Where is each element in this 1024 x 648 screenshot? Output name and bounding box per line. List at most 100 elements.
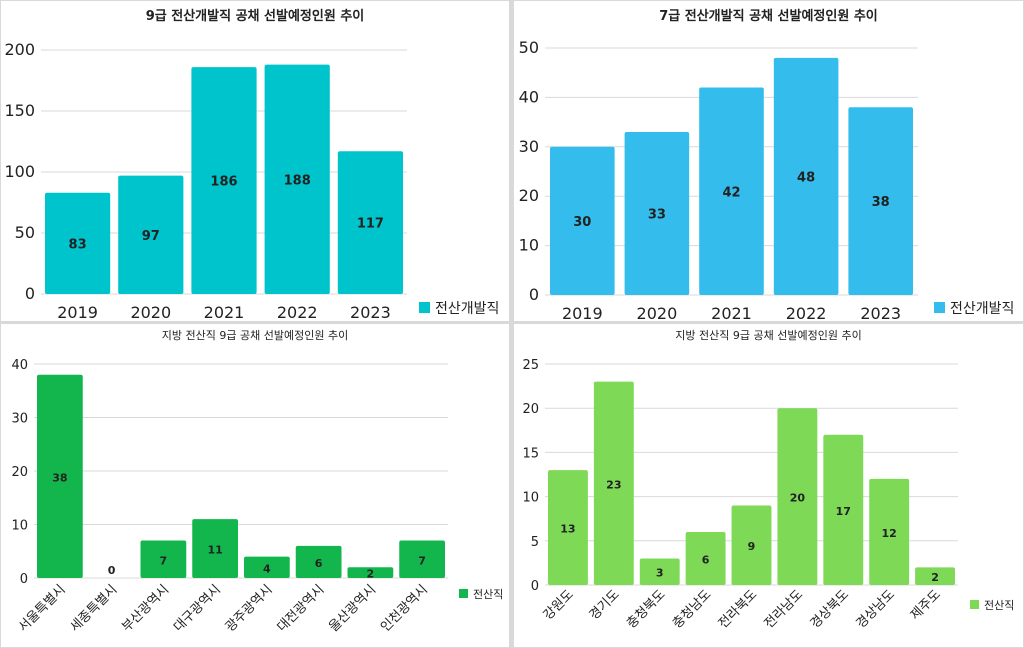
data-label: 0 — [108, 564, 116, 577]
x-category-label: 2020 — [130, 303, 171, 321]
data-label: 38 — [52, 471, 67, 484]
bar — [244, 556, 290, 578]
bar — [731, 505, 772, 585]
y-tick-label: 15 — [522, 446, 539, 461]
x-category-label: 울산광역시 — [326, 582, 379, 635]
x-category-label: 충청남도 — [670, 587, 714, 631]
x-category-label: 2021 — [204, 303, 245, 321]
data-label: 33 — [648, 207, 666, 222]
y-tick-label: 30 — [519, 137, 539, 156]
x-category-label: 2023 — [350, 303, 391, 321]
chart-panel-7급-전산개발직: 7급 전산개발직 공채 선발예정인원 추이 0 10 20 30 40 50 30 2019 33… — [514, 1, 1023, 321]
x-category-label: 충청북도 — [624, 587, 668, 631]
y-tick-label: 0 — [529, 285, 539, 304]
chart-title: 7급 전산개발직 공채 선발예정인원 추이 — [659, 8, 878, 24]
bar — [699, 87, 764, 296]
legend-label: 전산직 — [984, 599, 1014, 612]
y-tick-label: 40 — [519, 87, 539, 106]
data-label: 186 — [210, 175, 237, 190]
y-tick-label: 40 — [11, 358, 28, 373]
y-tick-label: 20 — [11, 465, 28, 480]
data-label: 12 — [882, 527, 897, 540]
legend-label: 전산직 — [473, 588, 503, 601]
legend-swatch — [970, 600, 979, 609]
bar — [550, 146, 615, 295]
data-label: 23 — [606, 478, 621, 491]
y-tick-label: 50 — [15, 223, 35, 242]
bar — [869, 478, 910, 585]
x-category-label: 광주광역시 — [223, 582, 276, 635]
x-category-label: 서울특별시 — [16, 582, 69, 635]
data-label: 97 — [142, 229, 160, 244]
bar — [295, 545, 342, 578]
bar — [848, 107, 913, 295]
data-label: 7 — [160, 554, 168, 567]
x-category-label: 대전광역시 — [275, 582, 328, 635]
bar — [399, 540, 445, 578]
x-category-label: 전라남도 — [762, 587, 806, 631]
data-label: 83 — [69, 237, 87, 252]
bar — [192, 519, 238, 578]
x-category-label: 부산광역시 — [119, 582, 172, 635]
y-tick-label: 25 — [522, 358, 539, 373]
x-category-label: 경상북도 — [808, 587, 852, 631]
bar — [347, 567, 394, 578]
bar — [191, 67, 257, 294]
bar — [685, 531, 726, 585]
data-label: 13 — [560, 523, 575, 536]
bar — [639, 558, 680, 585]
bar — [337, 151, 403, 294]
x-category-label: 전라북도 — [716, 587, 760, 631]
x-category-label: 제주도 — [908, 587, 944, 623]
data-label: 2 — [931, 571, 939, 584]
chart-title: 지방 전산직 9급 공채 선발예정인원 추이 — [675, 329, 861, 342]
legend-label: 전산개발직 — [950, 301, 1014, 317]
y-tick-label: 0 — [20, 572, 28, 587]
data-label: 117 — [357, 217, 384, 232]
y-tick-label: 5 — [531, 535, 539, 550]
data-label: 188 — [284, 173, 311, 188]
bar — [37, 374, 83, 578]
y-tick-label: 10 — [522, 491, 539, 506]
bar — [548, 470, 588, 585]
chart-panel-지방-광역시: 지방 전산직 9급 공채 선발예정인원 추이 0 10 20 30 40 38 서울특별시 0 세… — [1, 324, 509, 647]
x-category-label: 인천광역시 — [378, 582, 431, 635]
y-tick-label: 10 — [11, 519, 28, 534]
chart-지방-광역시: 지방 전산직 9급 공채 선발예정인원 추이01020304038서울특별시0세… — [11, 329, 503, 635]
data-label: 42 — [722, 185, 740, 200]
data-label: 38 — [872, 195, 890, 210]
x-category-label: 2021 — [711, 304, 752, 321]
chart-title: 지방 전산직 9급 공채 선발예정인원 추이 — [162, 329, 348, 342]
x-category-label: 2019 — [562, 304, 603, 321]
bar — [45, 192, 111, 294]
y-tick-label: 30 — [11, 412, 28, 427]
bar — [118, 175, 184, 294]
x-category-label: 2020 — [637, 304, 678, 321]
bar — [593, 381, 634, 585]
bar — [915, 567, 955, 585]
chart-panel-지방-도: 지방 전산직 9급 공채 선발예정인원 추이 0 5 10 15 20 25 13 강원도 23 경… — [514, 324, 1023, 647]
data-label: 2 — [367, 568, 375, 581]
chart-지방-도: 지방 전산직 9급 공채 선발예정인원 추이051015202513강원도23경… — [522, 329, 1014, 632]
data-label: 11 — [207, 544, 222, 557]
data-label: 3 — [656, 567, 664, 580]
bar — [140, 540, 187, 578]
bar — [624, 131, 690, 295]
chart-panel-9급-전산개발직: 9급 전산개발직 공채 선발예정인원 추이 0 50 100 150 200 83 2019 9… — [1, 1, 509, 321]
chart-9급-전산개발직: 9급 전산개발직 공채 선발예정인원 추이 0 50 100 150 200 83 2019 9… — [4, 8, 499, 321]
data-label: 6 — [315, 557, 323, 570]
bar — [773, 57, 839, 295]
x-category-label: 대구광역시 — [171, 582, 224, 635]
legend-label: 전산개발직 — [435, 301, 499, 317]
bar — [777, 408, 818, 585]
x-category-label: 강원도 — [541, 587, 577, 623]
x-category-label: 세종특별시 — [68, 582, 121, 635]
data-label: 4 — [263, 562, 271, 575]
data-label: 6 — [702, 553, 710, 566]
x-category-label: 경기도 — [587, 587, 623, 623]
y-tick-label: 0 — [25, 284, 35, 303]
y-tick-label: 150 — [4, 101, 35, 120]
x-category-label: 2019 — [57, 303, 98, 321]
y-tick-label: 100 — [4, 162, 35, 181]
chart-7급-전산개발직: 7급 전산개발직 공채 선발예정인원 추이 0 10 20 30 40 50 30 2019 33… — [519, 8, 1015, 321]
